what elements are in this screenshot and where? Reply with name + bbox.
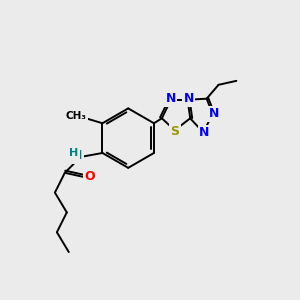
Text: O: O: [84, 170, 95, 183]
Text: N: N: [199, 126, 209, 139]
Text: N: N: [72, 149, 82, 162]
Text: H: H: [69, 148, 78, 158]
Text: N: N: [166, 92, 176, 105]
Text: CH₃: CH₃: [65, 111, 86, 121]
Text: N: N: [208, 107, 219, 120]
Text: S: S: [170, 125, 179, 138]
Text: N: N: [183, 92, 194, 105]
